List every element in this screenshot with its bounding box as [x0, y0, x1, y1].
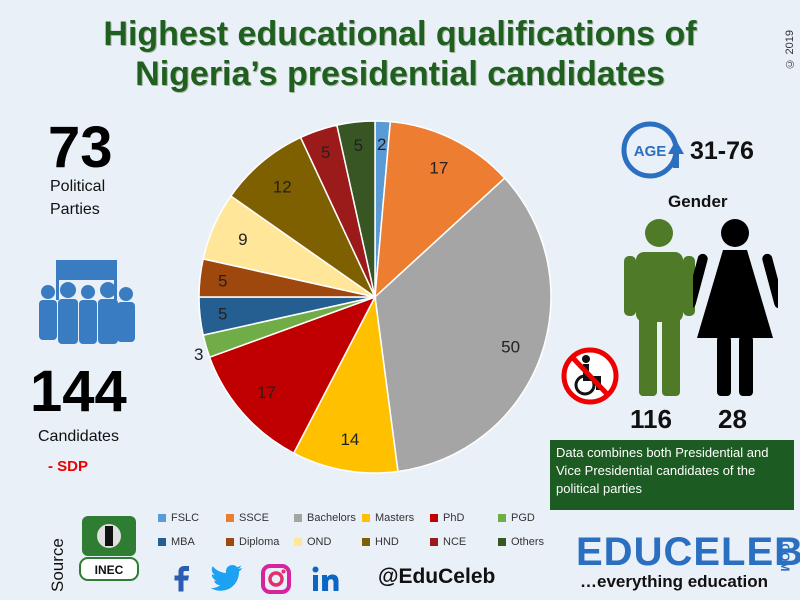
legend-label: SSCE	[239, 512, 269, 524]
pie-slice-hnd	[229, 136, 377, 300]
pie-label-hnd: 12	[273, 177, 292, 196]
legend-label: NCE	[443, 536, 467, 548]
female-figure-icon	[693, 219, 778, 396]
pie-label-diploma: 5	[218, 271, 227, 290]
legend-item-ond: OND	[294, 536, 331, 548]
facebook-icon[interactable]	[170, 562, 192, 592]
pie-label-ssce: 17	[429, 159, 448, 178]
brand-name: EDUCELEB	[576, 530, 800, 574]
pie-label-ond: 9	[238, 230, 247, 249]
legend-label: PhD	[443, 512, 465, 524]
legend-label: OND	[307, 536, 332, 548]
pie-slice-bachelors	[374, 177, 552, 473]
crowd-protest-icon	[39, 260, 135, 344]
candidates-label: Candidates	[38, 428, 119, 445]
legend-label: Diploma	[239, 536, 280, 548]
male-count: 116	[630, 404, 672, 434]
legend-item-ssce: SSCE	[226, 512, 269, 524]
legend-label: PGD	[511, 512, 535, 524]
legend-swatch	[498, 514, 506, 522]
legend-swatch	[430, 538, 438, 546]
legend-swatch	[158, 538, 166, 546]
legend-label: Masters	[375, 512, 415, 524]
female-count: 28	[718, 404, 747, 434]
legend-swatch	[294, 538, 302, 546]
pie-label-masters: 14	[340, 430, 359, 449]
legend-item-nce: NCE	[430, 536, 466, 548]
legend-item-others: Others	[498, 536, 544, 548]
pie-label-bachelors: 50	[501, 337, 520, 356]
legend-item-masters: Masters	[362, 512, 414, 524]
age-badge-icon: AGE	[621, 121, 684, 179]
pie-slice-others	[336, 120, 376, 298]
parties-label-1: Political	[50, 178, 106, 195]
male-figure-icon	[624, 219, 695, 396]
no-disability-icon	[561, 347, 619, 405]
pie-label-mba: 5	[218, 305, 227, 324]
pie-label-fslc: 2	[377, 135, 386, 154]
legend-item-diploma: Diploma	[226, 536, 279, 548]
brand-tagline: …everything education	[580, 572, 768, 591]
legend-item-fslc: FSLC	[158, 512, 199, 524]
inec-logo: INEC	[79, 516, 139, 581]
legend-item-pgd: PGD	[498, 512, 535, 524]
legend-label: Bachelors	[307, 512, 356, 524]
legend-item-mba: MBA	[158, 536, 195, 548]
pie-label-others: 5	[354, 136, 363, 155]
twitter-icon[interactable]	[210, 564, 244, 592]
legend-swatch	[294, 514, 302, 522]
legend-swatch	[430, 514, 438, 522]
legend-label: FSLC	[171, 512, 200, 524]
pie-slice-ssce	[374, 120, 506, 299]
copyright: © 2019	[784, 30, 796, 70]
pie-label-nce: 5	[321, 143, 330, 162]
pie-chart: 2 17 50 14 17 3 5 5 9 12 5 5	[194, 120, 552, 474]
instagram-icon[interactable]	[261, 564, 291, 594]
pie-slice-masters	[292, 294, 399, 474]
linkedin-icon[interactable]	[312, 566, 342, 592]
gender-title: Gender	[668, 192, 728, 211]
legend-swatch	[226, 538, 234, 546]
social-handle[interactable]: @EduCeleb	[378, 565, 496, 588]
title-line-1: Highest educational qualifications of	[103, 15, 697, 53]
legend-swatch	[158, 514, 166, 522]
legend-swatch	[498, 538, 506, 546]
brand-suffix: .COM	[778, 540, 792, 572]
pie-slice-phd	[208, 295, 377, 455]
legend-label: Others	[511, 536, 545, 548]
data-note: Data combines both Presidential and Vice…	[550, 440, 794, 510]
legend-label: MBA	[171, 536, 195, 548]
title-line-2: Nigeria’s presidential candidates	[135, 55, 665, 93]
legend-item-bachelors: Bachelors	[294, 512, 356, 524]
candidates-count: 144	[30, 359, 127, 424]
age-range: 31-76	[690, 137, 754, 165]
parties-count: 73	[48, 115, 113, 180]
legend-item-phd: PhD	[430, 512, 464, 524]
sdp-note: - SDP	[48, 458, 89, 475]
age-badge-text: AGE	[634, 143, 667, 160]
legend-label: HND	[375, 536, 399, 548]
legend-swatch	[362, 514, 370, 522]
legend-swatch	[362, 538, 370, 546]
parties-label-2: Parties	[50, 201, 100, 218]
legend-item-hnd: HND	[362, 536, 399, 548]
pie-label-phd: 17	[257, 383, 276, 402]
source-label: Source	[48, 538, 67, 592]
pie-label-pgd: 3	[194, 345, 203, 364]
inec-logo-text: INEC	[95, 563, 124, 577]
legend-swatch	[226, 514, 234, 522]
